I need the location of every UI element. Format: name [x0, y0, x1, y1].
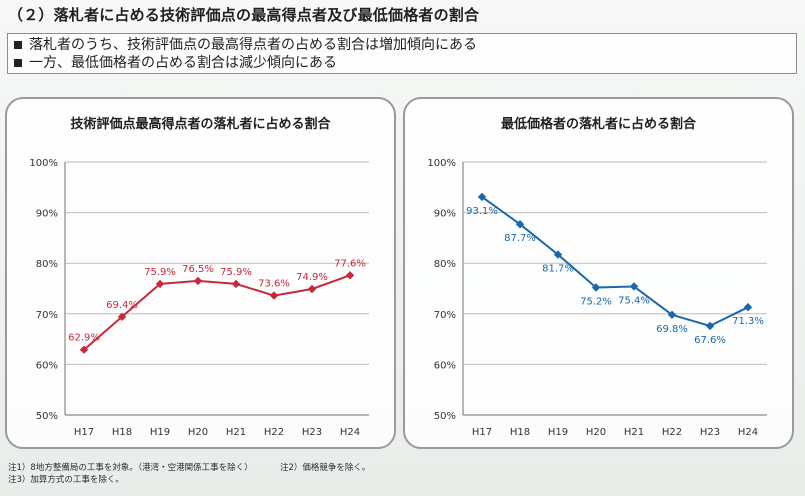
x-tick-label: H17 [74, 427, 94, 438]
series-line [481, 195, 749, 327]
summary-text-1: 落札者のうち、技術評価点の最高得点者の占める割合は増加傾向にある [29, 37, 477, 53]
x-tick-label: H18 [510, 427, 530, 438]
square-bullet-icon [14, 59, 22, 67]
x-tick-label: H22 [264, 427, 284, 438]
data-label: 74.9% [296, 272, 328, 283]
x-tick-label: H17 [472, 427, 492, 438]
summary-bullet-1: 落札者のうち、技術評価点の最高得点者の占める割合は増加傾向にある [14, 36, 790, 54]
y-tick-label: 50% [434, 411, 456, 422]
data-label: 71.3% [732, 316, 764, 327]
data-point-marker [743, 303, 753, 312]
data-point-marker [477, 192, 487, 202]
data-point-marker [515, 220, 525, 229]
data-point-marker [629, 282, 639, 291]
y-tick-label: 60% [36, 360, 58, 371]
data-point-marker [79, 345, 89, 354]
x-tick-label: H21 [226, 427, 246, 438]
data-point-marker [705, 321, 715, 331]
x-tick-label: H19 [548, 427, 568, 438]
data-label: 73.6% [258, 279, 290, 290]
y-tick-label: 90% [434, 209, 456, 220]
y-tick-label: 100% [427, 158, 456, 169]
data-point-marker [155, 279, 165, 289]
series-line [83, 274, 351, 351]
data-label: 76.5% [182, 264, 214, 275]
data-label: 67.6% [694, 335, 726, 346]
data-label: 93.1% [466, 206, 498, 217]
data-point-marker [591, 283, 601, 292]
y-tick-label: 90% [36, 209, 58, 220]
lowest-price-line-chart: 50% 60% 70% 80% 90% 100% H17 H18 H19 H20 H21 H22 H23… [427, 158, 767, 438]
data-point-marker [117, 312, 127, 322]
data-point-marker [345, 271, 355, 280]
x-tick-label: H23 [700, 427, 720, 438]
data-point-marker [269, 291, 279, 300]
x-tick-label: H24 [738, 427, 758, 438]
y-tick-label: 70% [434, 310, 456, 321]
data-point-marker [231, 279, 241, 289]
x-tick-label: H20 [188, 427, 208, 438]
lowest-price-chart-panel: 最低価格者の落札者に占める割合 50% 60% 70% 80% 90% 100% H17 H1… [403, 97, 794, 449]
data-label: 62.9% [68, 333, 100, 344]
x-tick-label: H22 [662, 427, 682, 438]
x-tick-label: H18 [112, 427, 132, 438]
data-label: 69.8% [656, 324, 688, 335]
data-label: 75.9% [220, 267, 252, 278]
y-tick-label: 100% [29, 158, 58, 169]
x-tick-label: H20 [586, 427, 606, 438]
x-tick-label: H21 [624, 427, 644, 438]
highest-score-line-chart: 50% 60% 70% 80% 90% 100% H17 H18 H19 H20 H21 H22 H23… [29, 158, 369, 438]
summary-text-2: 一方、最低価格者の占める割合は減少傾向にある [29, 55, 337, 71]
footnote-1: 注1）8地方整備局の工事を対象。（港湾・空港関係工事を除く） [8, 463, 253, 473]
chart-title: 技術評価点最高得点者の落札者に占める割合 [70, 117, 331, 132]
y-tick-label: 80% [434, 259, 456, 270]
x-tick-label: H23 [302, 427, 322, 438]
summary-box: 落札者のうち、技術評価点の最高得点者の占める割合は増加傾向にある 一方、最低価格… [7, 33, 797, 74]
y-tick-label: 70% [36, 310, 58, 321]
footnote-row: 注1）8地方整備局の工事を対象。（港湾・空港関係工事を除く） 注2）価格競争を除… [8, 462, 370, 474]
footnote-3: 注3）加算方式の工事を除く。 [8, 475, 124, 485]
highest-score-chart-panel: 技術評価点最高得点者の落札者に占める割合 50% 60% 70% 80% 90% 100%… [5, 97, 396, 449]
summary-bullet-2: 一方、最低価格者の占める割合は減少傾向にある [14, 54, 790, 72]
x-tick-label: H19 [150, 427, 170, 438]
data-point-marker [553, 250, 563, 259]
y-tick-label: 60% [434, 360, 456, 371]
footnotes: 注1）8地方整備局の工事を対象。（港湾・空港関係工事を除く） 注2）価格競争を除… [8, 462, 370, 485]
data-label: 87.7% [504, 233, 536, 244]
data-label: 81.7% [542, 264, 574, 275]
data-label: 75.4% [618, 295, 650, 306]
data-label: 75.2% [580, 296, 612, 307]
y-tick-label: 80% [36, 259, 58, 270]
data-label: 75.9% [144, 267, 176, 278]
page-title: （２）落札者に占める技術評価点の最高得点者及び最低価格者の割合 [8, 6, 480, 24]
chart-title: 最低価格者の落札者に占める割合 [500, 117, 696, 132]
data-point-marker [667, 310, 677, 320]
data-label: 69.4% [106, 300, 138, 311]
data-point-marker [193, 276, 203, 286]
x-tick-label: H24 [340, 427, 360, 438]
square-bullet-icon [14, 41, 22, 49]
data-label: 77.6% [334, 258, 366, 269]
y-tick-label: 50% [36, 411, 58, 422]
data-point-marker [307, 284, 317, 294]
footnote-2: 注2）価格競争を除く。 [279, 463, 371, 473]
